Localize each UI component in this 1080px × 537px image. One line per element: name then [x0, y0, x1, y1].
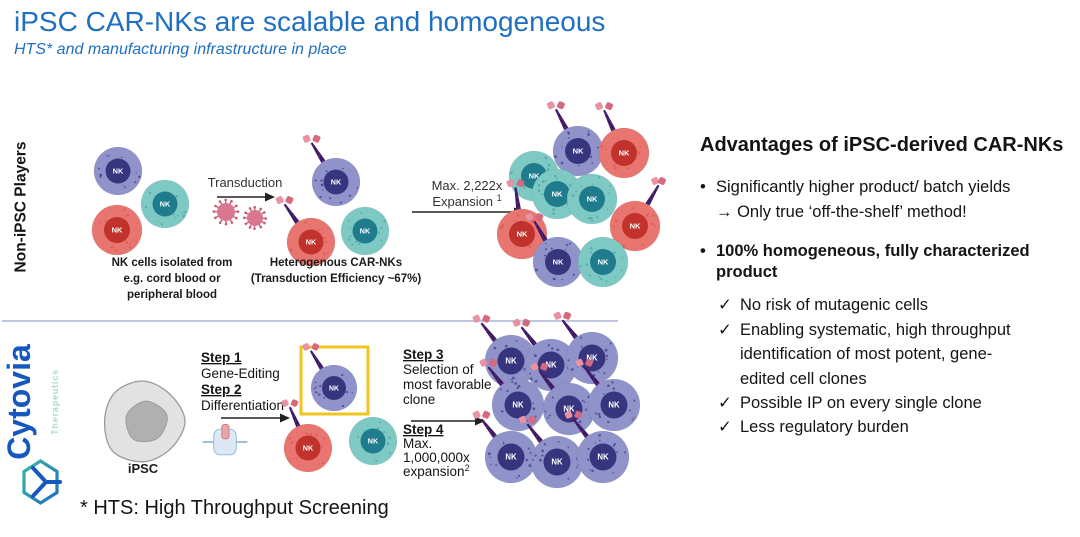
svg-text:NK: NK — [517, 230, 528, 239]
svg-text:Transduction: Transduction — [208, 175, 283, 190]
svg-text:NK: NK — [329, 385, 339, 392]
svg-text:peripheral blood: peripheral blood — [127, 289, 217, 301]
svg-text:Max. 2,222x: Max. 2,222x — [432, 178, 503, 193]
svg-text:(Transduction Efficiency ~67%): (Transduction Efficiency ~67%) — [251, 273, 421, 285]
svg-text:NK: NK — [552, 190, 563, 199]
svg-text:Step 1: Step 1 — [201, 350, 242, 365]
svg-text:NK: NK — [505, 357, 517, 366]
svg-text:expansion2: expansion2 — [403, 463, 470, 479]
svg-text:NK: NK — [598, 258, 609, 267]
svg-text:Selection of: Selection of — [403, 362, 474, 377]
svg-text:NK: NK — [160, 199, 171, 208]
svg-text:* HTS: High Throughput Screeni: * HTS: High Throughput Screening — [80, 497, 389, 519]
svg-text:most favorable: most favorable — [403, 377, 492, 392]
svg-text:NK: NK — [587, 195, 598, 204]
svg-text:NK: NK — [551, 458, 563, 467]
svg-text:Step 4: Step 4 — [403, 422, 444, 437]
svg-text:NK: NK — [512, 401, 524, 410]
svg-text:Differentiation: Differentiation — [201, 398, 284, 413]
svg-text:Step 2: Step 2 — [201, 382, 242, 397]
svg-text:NK: NK — [331, 177, 342, 186]
svg-text:e.g. cord blood or: e.g. cord blood or — [123, 273, 221, 285]
svg-text:NK: NK — [630, 222, 641, 231]
svg-text:NK: NK — [303, 443, 314, 452]
svg-text:NK: NK — [573, 147, 584, 156]
svg-text:NK: NK — [608, 401, 620, 410]
svg-text:NK: NK — [597, 453, 609, 462]
svg-text:Step 3: Step 3 — [403, 347, 444, 362]
svg-text:NK: NK — [113, 166, 124, 175]
svg-text:NK: NK — [553, 258, 564, 267]
svg-text:1,000,000x: 1,000,000x — [403, 450, 470, 465]
svg-text:NK: NK — [505, 453, 517, 462]
svg-text:Heterogenous CAR-NKs: Heterogenous CAR-NKs — [270, 257, 402, 269]
svg-text:Max.: Max. — [403, 436, 432, 451]
svg-text:clone: clone — [403, 392, 435, 407]
svg-text:NK cells isolated from: NK cells isolated from — [112, 257, 233, 269]
svg-text:Expansion 1: Expansion 1 — [432, 193, 501, 209]
svg-text:NK: NK — [368, 436, 379, 445]
svg-text:NK: NK — [360, 226, 371, 235]
svg-text:NK: NK — [306, 237, 317, 246]
svg-text:iPSC: iPSC — [128, 461, 159, 476]
svg-text:NK: NK — [112, 226, 123, 235]
svg-text:NK: NK — [619, 149, 630, 158]
svg-text:Gene-Editing: Gene-Editing — [201, 366, 280, 381]
